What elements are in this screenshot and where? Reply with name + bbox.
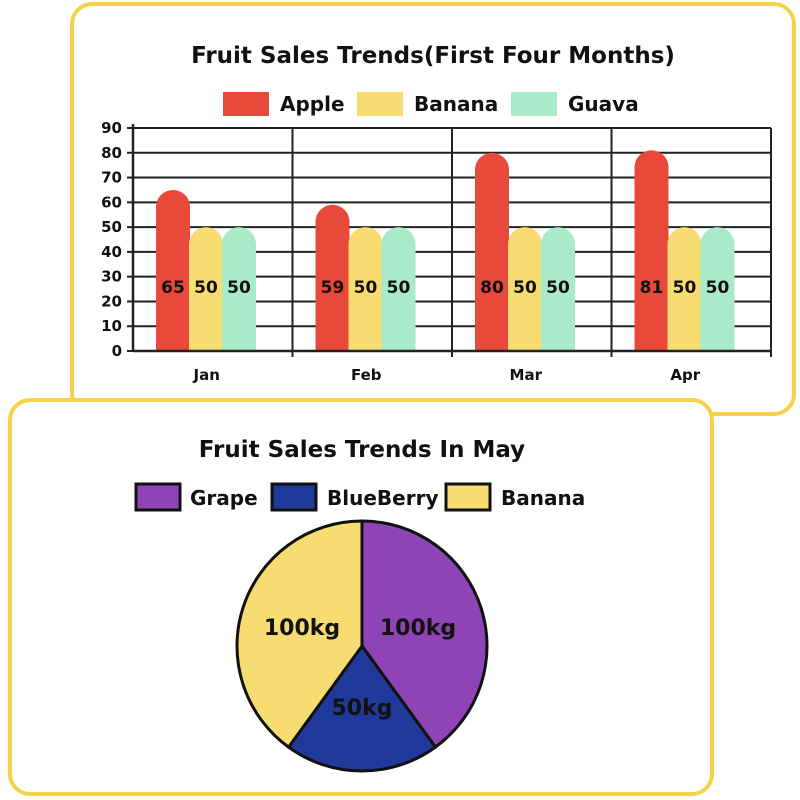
pie-label-banana: 100kg (264, 616, 340, 641)
legend-label-banana: Banana (501, 486, 585, 510)
legend-label-grape: Grape (190, 486, 258, 510)
pie-label-grape: 100kg (380, 616, 456, 641)
y-tick-label-80: 80 (101, 144, 122, 162)
data-label-guava-apr: 50 (706, 278, 730, 298)
bar-guava-apr (700, 227, 735, 351)
data-label-apple-mar: 80 (480, 278, 504, 298)
pie-chart-title: Fruit Sales Trends In May (199, 437, 525, 463)
y-tick-label-20: 20 (101, 292, 122, 310)
bar-banana-feb (348, 227, 383, 351)
legend-swatch-banana (444, 482, 492, 512)
pie-label-blueberry: 50kg (332, 696, 393, 721)
data-label-banana-apr: 50 (673, 278, 697, 298)
y-tick-label-70: 70 (101, 169, 122, 187)
legend-label-banana: Banana (414, 92, 498, 116)
bar-apple-jan (156, 189, 190, 351)
bar-banana-mar (508, 227, 542, 351)
y-tick-label-30: 30 (101, 268, 122, 286)
y-tick-label-10: 10 (101, 317, 122, 335)
data-label-guava-feb: 50 (387, 278, 411, 298)
legend-swatch-guava (511, 92, 557, 116)
pie-slice-grape (360, 519, 489, 749)
legend-swatch-grape (134, 482, 182, 512)
bar-guava-feb (381, 227, 416, 351)
bar-apple-feb (315, 204, 350, 351)
pie-slice-banana (235, 519, 364, 749)
data-label-banana-feb: 50 (354, 278, 378, 298)
data-label-apple-jan: 65 (161, 278, 185, 298)
x-tick-label-feb: Feb (351, 366, 382, 384)
bar-banana-apr (667, 227, 702, 351)
legend-swatch-blueberry (270, 482, 318, 512)
x-tick-label-apr: Apr (670, 366, 700, 384)
y-tick-label-50: 50 (101, 218, 122, 236)
bar-apple-mar (475, 152, 509, 351)
legend-swatch-apple (223, 92, 269, 116)
data-label-guava-mar: 50 (546, 278, 570, 298)
data-label-guava-jan: 50 (227, 278, 251, 298)
legend-label-blueberry: BlueBerry (327, 486, 438, 510)
y-tick-label-60: 60 (101, 193, 122, 211)
y-tick-label-0: 0 (112, 342, 122, 360)
legend-swatch-banana (357, 92, 403, 116)
x-tick-label-mar: Mar (510, 366, 543, 384)
x-tick-label-jan: Jan (193, 366, 220, 384)
bar-apple-apr (634, 150, 669, 351)
y-tick-label-90: 90 (101, 119, 122, 137)
bar-guava-jan (222, 227, 256, 351)
bar-chart-title: Fruit Sales Trends(First Four Months) (191, 43, 675, 69)
data-label-banana-mar: 50 (513, 278, 537, 298)
legend-label-apple: Apple (280, 92, 345, 116)
bar-banana-jan (189, 227, 223, 351)
bar-guava-mar (541, 227, 575, 351)
data-label-apple-feb: 59 (321, 278, 345, 298)
y-tick-label-40: 40 (101, 243, 122, 261)
pie-slice-blueberry (287, 644, 437, 773)
legend-label-guava: Guava (568, 92, 639, 116)
data-label-apple-apr: 81 (640, 278, 664, 298)
data-label-banana-jan: 50 (194, 278, 218, 298)
